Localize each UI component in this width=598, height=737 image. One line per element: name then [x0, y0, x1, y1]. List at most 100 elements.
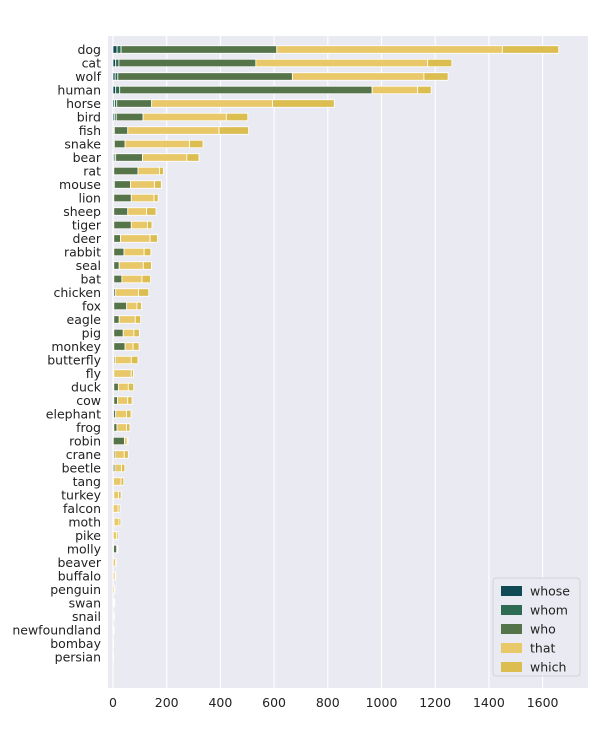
- bar-segment-that: [255, 58, 429, 68]
- category-label: duck: [71, 379, 102, 394]
- legend-label-that: that: [530, 641, 555, 656]
- category-label: human: [57, 82, 101, 97]
- bar-segment-that: [124, 436, 128, 446]
- legend-label-whom: whom: [530, 603, 568, 618]
- bar-segment-that: [122, 328, 135, 338]
- legend-label-whose: whose: [530, 584, 570, 599]
- bar-segment-that: [116, 423, 127, 432]
- bar-segment-which: [134, 315, 142, 324]
- bar-segment-that: [127, 126, 220, 135]
- bar-segment-that: [371, 85, 419, 95]
- bar-segment-who: [113, 328, 124, 338]
- bar-segment-which: [417, 85, 432, 95]
- category-label: elephant: [46, 406, 101, 421]
- bar-segment-that: [114, 463, 122, 473]
- bar-segment-that: [118, 261, 144, 270]
- bar-segment-who: [113, 207, 129, 216]
- bar-segment-which: [113, 585, 116, 594]
- bar-segment-which: [127, 382, 135, 392]
- bar-segment-who: [112, 436, 125, 446]
- bar-segment-which: [146, 207, 157, 216]
- bar-segment-that: [113, 517, 120, 527]
- bar-segment-who: [113, 396, 118, 405]
- bar-segment-whose: [112, 45, 118, 54]
- bar-segment-that: [130, 193, 155, 203]
- category-label: mouse: [59, 177, 101, 192]
- bar-segment-which: [501, 45, 560, 54]
- bar-segment-who: [115, 153, 143, 162]
- category-label: monkey: [51, 339, 101, 354]
- legend-label-who: who: [530, 622, 556, 637]
- bar-segment-that: [112, 639, 115, 648]
- bar-segment-who: [113, 220, 132, 230]
- bar-segment-who: [113, 234, 121, 243]
- bar-segment-which: [189, 139, 204, 149]
- bar-segment-whom: [115, 58, 120, 68]
- bar-segment-which: [225, 112, 249, 122]
- bar-segment-that: [291, 72, 425, 81]
- bar-segment-who: [113, 544, 118, 554]
- bar-segment-that: [123, 247, 145, 257]
- x-tick-label: 200: [155, 695, 179, 710]
- category-label: chicken: [53, 285, 101, 300]
- category-label: buffalo: [58, 568, 101, 583]
- bar-segment-which: [126, 436, 129, 446]
- bar-segment-who: [115, 112, 144, 122]
- bar-segment-that: [142, 153, 188, 162]
- category-label: beetle: [62, 460, 102, 475]
- category-label: butterfly: [47, 352, 101, 367]
- bar-segment-which: [130, 355, 139, 365]
- bar-segment-which: [146, 220, 153, 230]
- category-label: swan: [69, 595, 101, 610]
- bar-segment-which: [218, 126, 249, 135]
- category-label: bombay: [50, 636, 101, 651]
- category-label: molly: [67, 541, 102, 556]
- x-tick-label: 1400: [473, 695, 505, 710]
- category-label: horse: [66, 96, 101, 111]
- bar-segment-which: [120, 477, 125, 486]
- bar-segment-who: [113, 342, 126, 351]
- bar-segment-who: [113, 180, 131, 189]
- bar-segment-who: [116, 99, 153, 108]
- bar-segment-that: [142, 112, 227, 122]
- bar-segment-who: [113, 193, 132, 203]
- bar-segment-that: [137, 166, 160, 176]
- bar-segment-who: [113, 247, 125, 257]
- legend-swatch-whom: [501, 605, 522, 615]
- x-tick-label: 1600: [527, 695, 559, 710]
- category-label: penguin: [50, 582, 101, 597]
- category-label: fly: [86, 366, 102, 381]
- legend-swatch-who: [501, 624, 522, 634]
- category-label: sheep: [63, 204, 101, 219]
- bar-segment-which: [116, 544, 119, 554]
- legend-swatch-that: [501, 643, 522, 653]
- bar-segment-whom: [116, 45, 122, 54]
- x-tick-label: 1000: [366, 695, 398, 710]
- category-label: snail: [72, 609, 101, 624]
- bar-segment-which: [127, 396, 133, 405]
- category-label: beaver: [57, 555, 101, 570]
- bar-segment-that: [120, 234, 151, 243]
- category-label: newfoundland: [12, 622, 101, 637]
- bar-segment-who: [113, 261, 120, 270]
- category-label: pike: [75, 528, 101, 543]
- x-tick-label: 800: [316, 695, 340, 710]
- category-label: fox: [82, 298, 101, 313]
- bar-segment-which: [115, 558, 117, 567]
- bar-segment-who: [117, 72, 293, 81]
- category-label: eagle: [67, 312, 102, 327]
- bar-segment-which: [132, 342, 140, 351]
- bar-segment-that: [124, 342, 134, 351]
- bar-segment-that: [130, 220, 148, 230]
- bar-segment-which: [116, 531, 119, 540]
- category-label: lion: [78, 190, 101, 205]
- bar-segment-who: [113, 126, 129, 135]
- category-label: frog: [76, 420, 101, 435]
- bar-segment-that: [114, 450, 125, 459]
- bar-segment-which: [153, 193, 159, 203]
- bar-segment-that: [124, 139, 190, 149]
- bar-segment-whose: [112, 58, 117, 68]
- bar-segment-which: [133, 328, 140, 338]
- bar-segment-that: [112, 504, 119, 513]
